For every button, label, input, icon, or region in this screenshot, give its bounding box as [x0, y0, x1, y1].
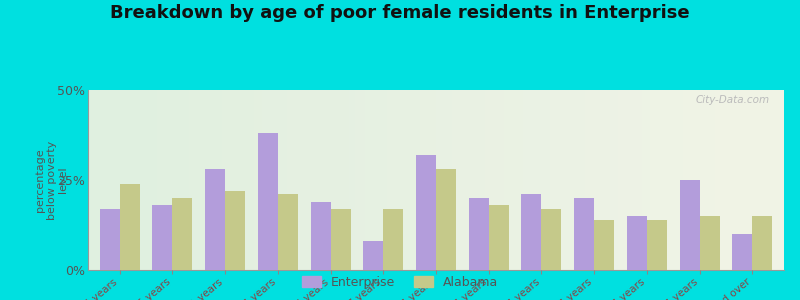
Bar [205, 169, 225, 270]
Bar [489, 205, 509, 270]
Bar [542, 209, 562, 270]
Bar [732, 234, 752, 270]
Bar [225, 191, 245, 270]
Legend: Enterprise, Alabama: Enterprise, Alabama [297, 271, 503, 294]
Bar [416, 155, 436, 270]
Bar [363, 241, 383, 270]
Bar [700, 216, 720, 270]
Bar [330, 209, 350, 270]
Bar [574, 198, 594, 270]
Bar [627, 216, 647, 270]
Bar [152, 205, 172, 270]
Bar [752, 216, 773, 270]
Bar [100, 209, 120, 270]
Text: City-Data.com: City-Data.com [696, 95, 770, 105]
Text: Breakdown by age of poor female residents in Enterprise: Breakdown by age of poor female resident… [110, 4, 690, 22]
Bar [120, 184, 140, 270]
Bar [469, 198, 489, 270]
Bar [258, 133, 278, 270]
Bar [436, 169, 456, 270]
Bar [278, 194, 298, 270]
Y-axis label: percentage
below poverty
level: percentage below poverty level [35, 140, 68, 220]
Bar [647, 220, 667, 270]
Bar [594, 220, 614, 270]
Bar [522, 194, 542, 270]
Bar [383, 209, 403, 270]
Bar [680, 180, 700, 270]
Bar [310, 202, 330, 270]
Bar [172, 198, 193, 270]
